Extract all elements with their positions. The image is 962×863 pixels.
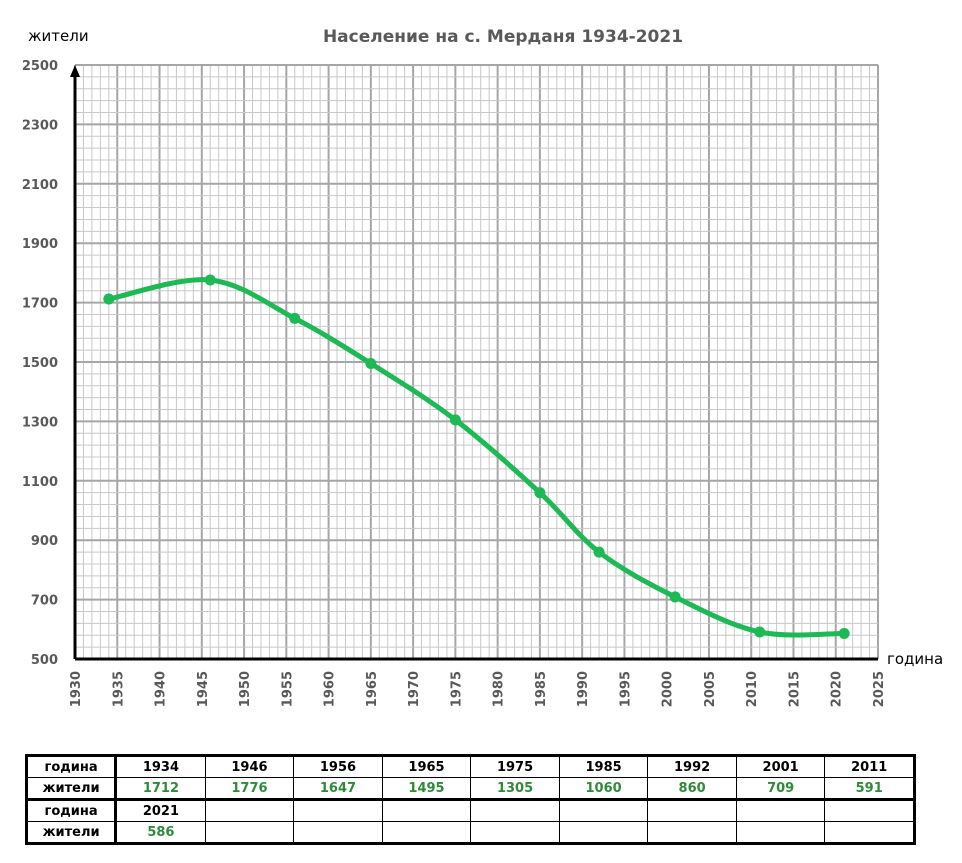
- data-point: [289, 312, 301, 324]
- y-tick-label: 2100: [22, 178, 58, 193]
- chart-title: Население на с. Мерданя 1934-2021: [323, 27, 683, 47]
- year-cell: [647, 798, 737, 822]
- year-cell: 2001: [735, 755, 826, 778]
- year-cell: [204, 798, 295, 822]
- y-tick-label: 1900: [22, 237, 58, 252]
- y-axis-arrow-icon: [70, 65, 80, 77]
- x-tick-label: 2010: [745, 671, 760, 707]
- population-cell: 709: [735, 777, 826, 800]
- x-tick-label: 1935: [111, 671, 126, 707]
- x-tick-label: 1965: [365, 671, 380, 707]
- year-cell: [381, 798, 472, 822]
- y-tick-label: 700: [31, 594, 58, 609]
- year-cell: 2011: [824, 755, 915, 778]
- population-cell: 586: [115, 821, 206, 844]
- table-row: жители 586: [25, 821, 915, 844]
- year-cell: 1965: [381, 755, 472, 778]
- y-tick-label: 1700: [22, 297, 58, 312]
- x-tick-label: 1970: [407, 671, 422, 707]
- year-cell: 1975: [470, 755, 560, 778]
- population-chart: Население на с. Мерданя 1934-2021 жители…: [22, 27, 943, 707]
- population-cell: 860: [647, 777, 737, 800]
- x-axis-label: година: [887, 650, 943, 668]
- table-row: година 1934 1946 1956 1965 1975 1985 1992 2001 20…: [25, 755, 915, 778]
- population-cell: [470, 821, 560, 844]
- x-tick-label: 2020: [830, 671, 845, 707]
- x-tick-label: 2015: [787, 671, 802, 707]
- population-cell: 1495: [381, 777, 472, 800]
- row-label-year: година: [25, 755, 118, 778]
- table-row: жители 1712 1776 1647 1495 1305 1060 860 709 591: [25, 777, 915, 800]
- data-point: [669, 591, 681, 603]
- x-tick-label: 1980: [492, 671, 507, 707]
- x-tick-label: 2000: [661, 671, 676, 707]
- year-cell: [470, 798, 560, 822]
- population-line: [106, 277, 847, 638]
- x-tick-label: 1995: [618, 671, 633, 707]
- population-cell: 1305: [470, 777, 560, 800]
- year-cell: 1985: [558, 755, 649, 778]
- y-tick-label: 2300: [22, 118, 58, 133]
- population-cell: [293, 821, 383, 844]
- x-tick-label: 1945: [196, 671, 211, 707]
- y-tick-label: 1500: [22, 356, 58, 371]
- population-table: година 1934 1946 1956 1965 1975 1985 1992 2001 20…: [25, 754, 916, 845]
- year-cell: 1992: [647, 755, 737, 778]
- data-point: [593, 546, 605, 558]
- population-cell: [824, 821, 915, 844]
- population-cell: 591: [824, 777, 915, 800]
- x-tick-label: 1955: [280, 671, 295, 707]
- year-cell: 1956: [293, 755, 383, 778]
- y-tick-label: 1100: [22, 475, 58, 490]
- y-tick-label: 1300: [22, 415, 58, 430]
- row-label-year: година: [25, 798, 118, 822]
- table-row: година 2021: [25, 798, 915, 822]
- population-cell: [647, 821, 737, 844]
- y-tick-label: 900: [31, 534, 58, 549]
- data-point: [449, 414, 461, 426]
- population-cell: 1776: [204, 777, 295, 800]
- population-cell: [558, 821, 649, 844]
- y-tick-label: 500: [31, 653, 58, 668]
- population-cell: [735, 821, 826, 844]
- x-tick-label: 1960: [323, 671, 338, 707]
- x-tick-label: 1950: [238, 671, 253, 707]
- data-point: [838, 627, 850, 639]
- year-cell: 1946: [204, 755, 295, 778]
- data-point: [365, 357, 377, 369]
- x-tick-label: 1990: [576, 671, 591, 707]
- data-point: [534, 487, 546, 499]
- year-cell: 2021: [115, 798, 206, 822]
- population-cell: 1712: [115, 777, 206, 800]
- x-tick-label: 1940: [154, 671, 169, 707]
- y-axis-label: жители: [28, 27, 89, 45]
- year-cell: 1934: [115, 755, 206, 778]
- year-cell: [824, 798, 915, 822]
- population-cell: [381, 821, 472, 844]
- row-label-population: жители: [25, 777, 118, 800]
- x-tick-label: 2025: [872, 671, 887, 707]
- x-tick-label: 1985: [534, 671, 549, 707]
- year-cell: [558, 798, 649, 822]
- population-cell: 1647: [293, 777, 383, 800]
- row-label-population: жители: [25, 821, 118, 844]
- data-point: [204, 274, 216, 286]
- y-tick-label: 2500: [22, 59, 58, 74]
- population-cell: 1060: [558, 777, 649, 800]
- data-point: [754, 626, 766, 638]
- population-cell: [204, 821, 295, 844]
- x-tick-label: 1930: [69, 671, 84, 707]
- year-cell: [293, 798, 383, 822]
- data-point: [103, 293, 115, 305]
- x-tick-label: 2005: [703, 671, 718, 707]
- year-cell: [735, 798, 826, 822]
- x-tick-label: 1975: [449, 671, 464, 707]
